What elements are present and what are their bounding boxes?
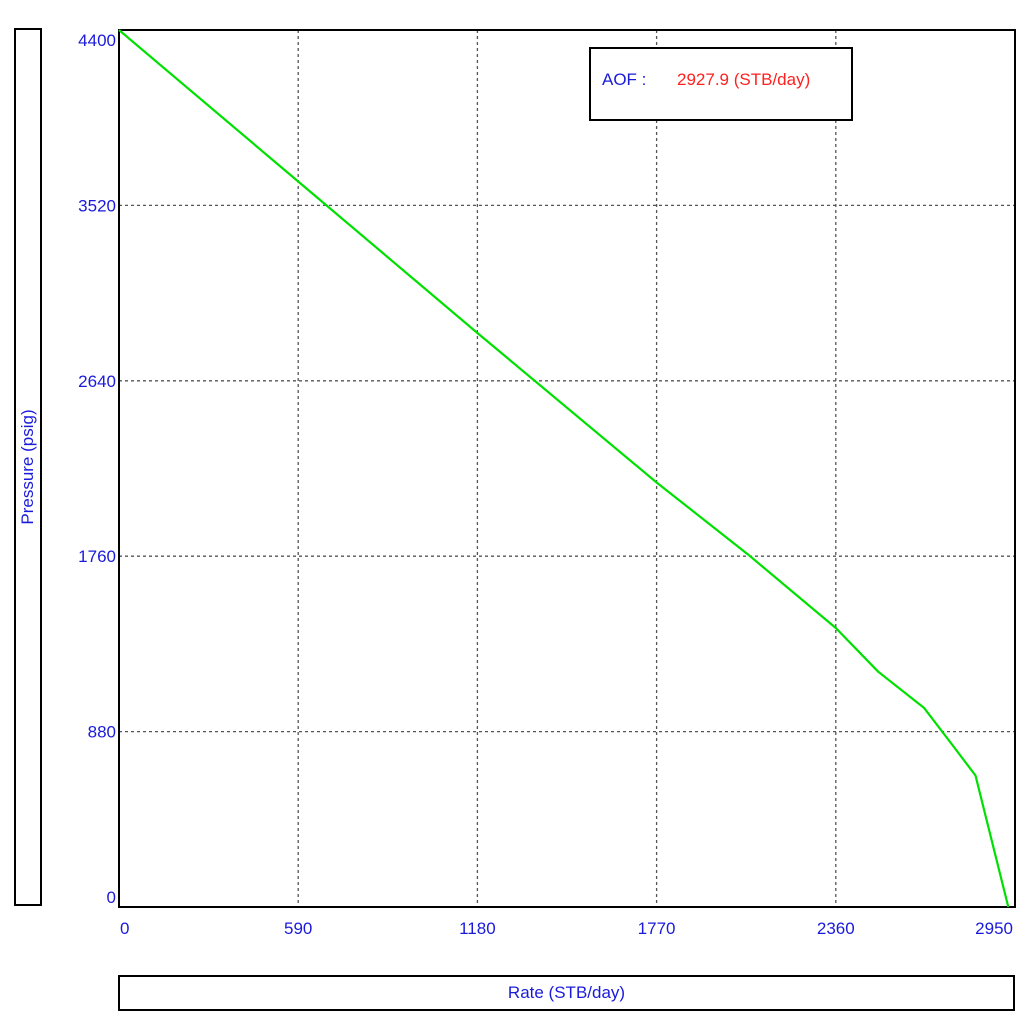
y-tick-label: 1760 (78, 547, 116, 566)
x-tick-label: 0 (120, 919, 129, 938)
tick-labels: 0 590 1180 1770 2360 2950 0 880 1760 2640 3520 4400 (78, 31, 1013, 938)
aof-annotation: AOF : 2927.9 (STB/day) (589, 47, 853, 121)
y-tick-label: 2640 (78, 372, 116, 391)
ipr-curve (118, 29, 1010, 908)
aof-box (589, 47, 853, 121)
x-axis-label: Rate (STB/day) (507, 983, 626, 1002)
grid-lines (119, 30, 1015, 907)
x-axis-label-box: Rate (STB/day) (118, 975, 1015, 1011)
aof-value: 2927.9 (STB/day) (677, 70, 810, 89)
x-tick-label: 2950 (975, 919, 1013, 938)
y-tick-label: 0 (107, 888, 116, 907)
x-tick-label: 2360 (817, 919, 855, 938)
x-tick-label: 1770 (638, 919, 676, 938)
y-tick-label: 4400 (78, 31, 116, 50)
y-tick-label: 880 (88, 723, 116, 742)
x-tick-label: 590 (284, 919, 312, 938)
y-tick-label: 3520 (78, 196, 116, 215)
plot-area (118, 29, 1016, 908)
y-axis-label-box: Pressure (psig) (14, 28, 42, 906)
aof-label: AOF : (602, 70, 646, 89)
series-group (118, 29, 1010, 908)
x-tick-label: 1180 (459, 919, 496, 938)
